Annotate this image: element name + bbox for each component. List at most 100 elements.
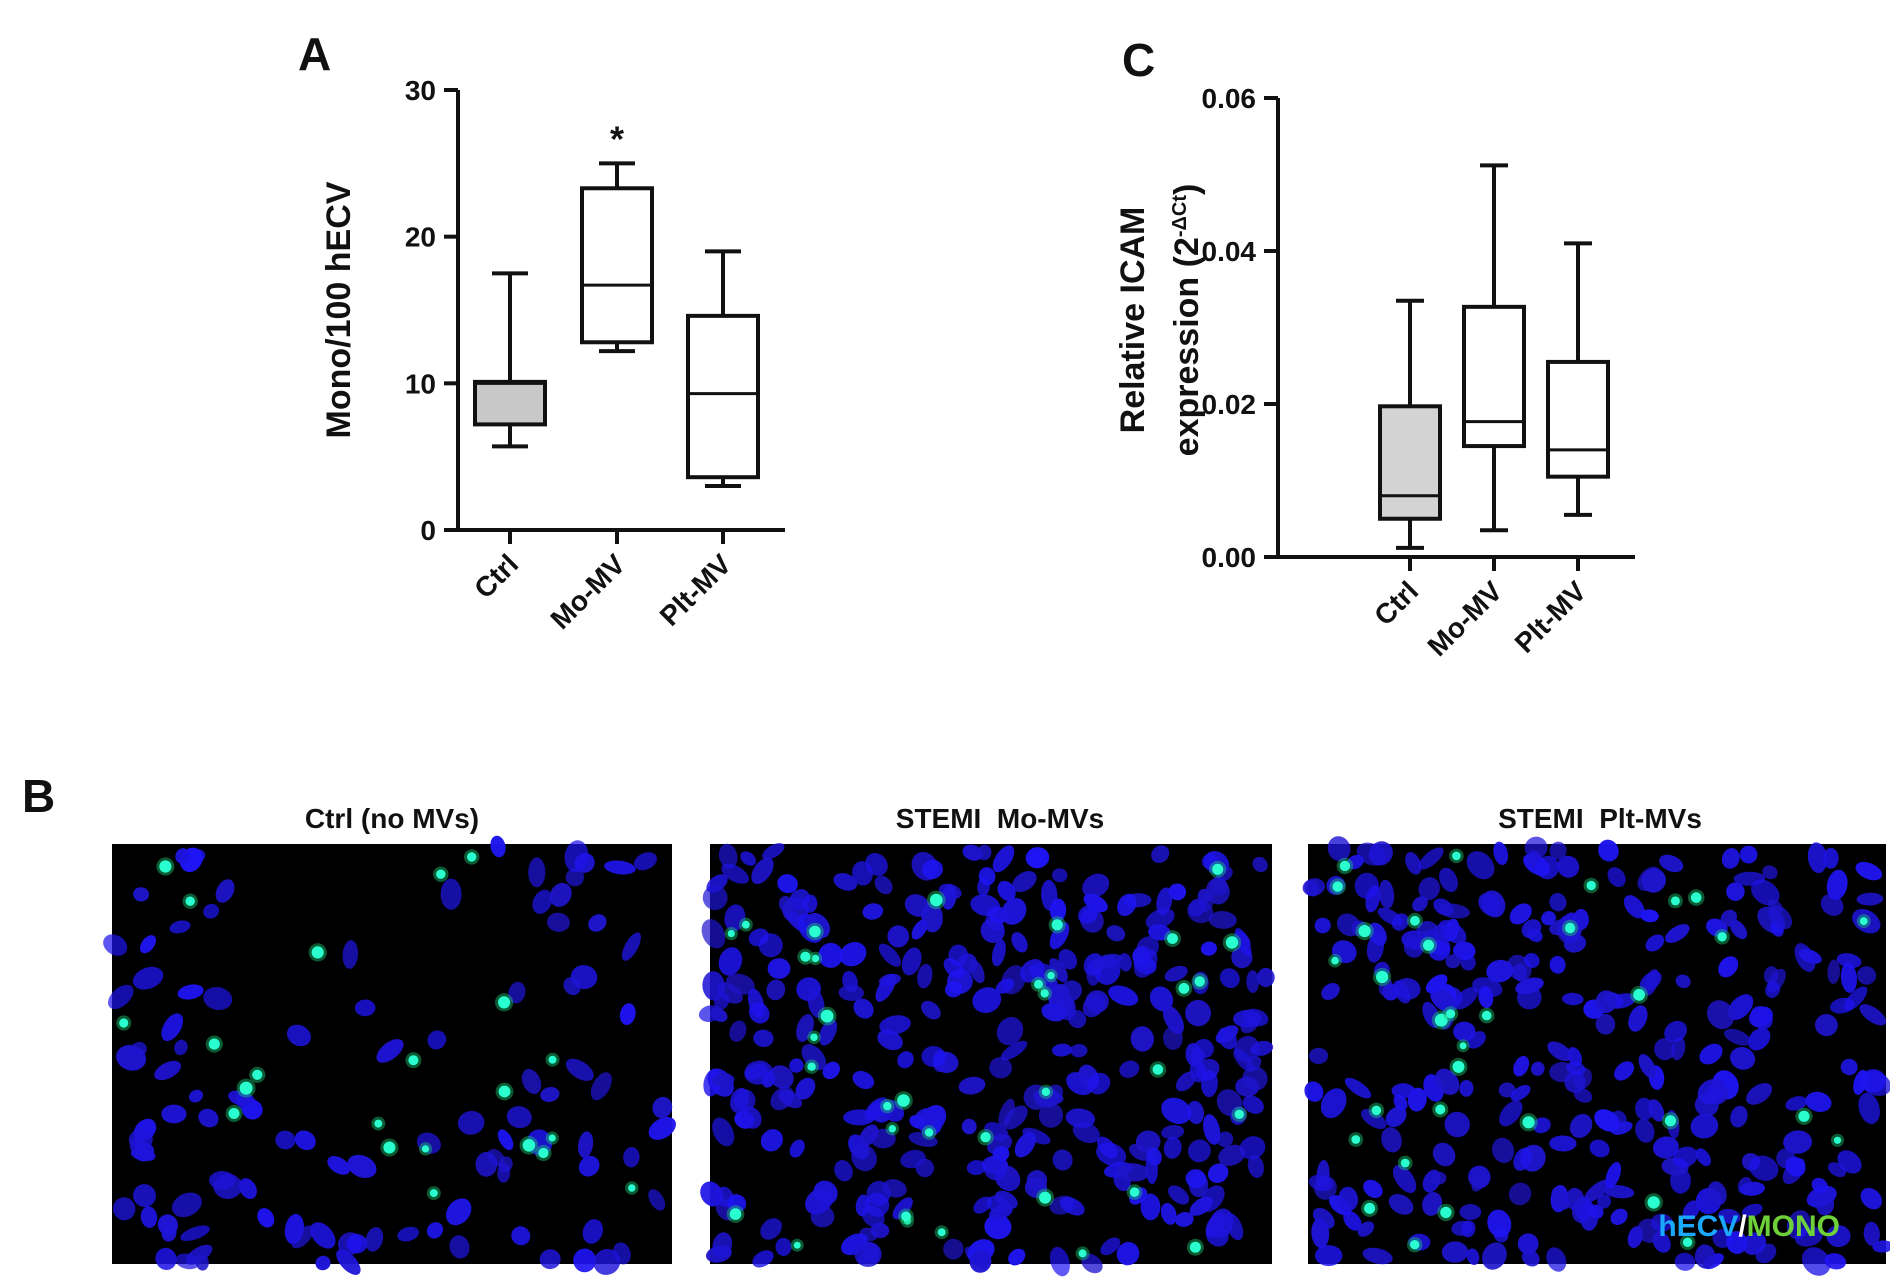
nucleus <box>875 973 896 1002</box>
nucleus <box>346 1233 368 1254</box>
nucleus <box>760 1218 782 1240</box>
nucleus <box>1675 974 1691 989</box>
nucleus <box>1331 940 1357 964</box>
nucleus <box>769 1065 794 1089</box>
nucleus <box>1749 1155 1779 1181</box>
monocyte <box>820 1009 834 1023</box>
monocyte <box>383 1141 396 1154</box>
monocyte <box>1522 1116 1535 1129</box>
nucleus <box>1218 1144 1246 1166</box>
nucleus <box>238 1178 257 1199</box>
box-iqr <box>1378 404 1442 521</box>
nucleus <box>714 992 730 1010</box>
nucleus <box>915 1158 935 1178</box>
y-axis-title-base: expression (2 <box>1168 237 1206 456</box>
nucleus <box>901 947 922 976</box>
nucleus <box>805 1188 833 1215</box>
nucleus <box>1116 1242 1140 1266</box>
nucleus <box>1594 1109 1621 1132</box>
nucleus <box>1654 1038 1676 1061</box>
nucleus <box>911 919 928 940</box>
nucleus <box>619 1003 636 1025</box>
nucleus <box>878 943 901 967</box>
nucleus <box>1765 981 1781 998</box>
nucleus <box>1117 893 1137 917</box>
nucleus <box>1162 1005 1184 1035</box>
nucleus <box>879 1015 911 1035</box>
nucleus <box>1763 966 1779 985</box>
nucleus <box>995 978 1015 994</box>
nucleus <box>1209 1208 1234 1238</box>
monocyte <box>1435 1104 1446 1115</box>
nucleus <box>1008 1248 1026 1266</box>
nucleus <box>762 843 785 860</box>
nucleus <box>1541 911 1556 926</box>
nucleus <box>839 942 867 967</box>
monocyte <box>421 1145 430 1153</box>
monocyte <box>810 1033 818 1042</box>
nucleus <box>1524 953 1540 968</box>
nucleus <box>1727 994 1754 1020</box>
nucleus <box>171 1192 202 1218</box>
nucleus <box>1508 1182 1532 1206</box>
nucleus <box>1321 983 1340 1000</box>
nucleus <box>1140 1193 1161 1221</box>
nucleus <box>310 1222 336 1249</box>
nucleus <box>1551 1187 1570 1210</box>
legend-mono: MONO <box>1747 1210 1840 1243</box>
nucleus <box>449 1235 470 1259</box>
monocyte <box>1859 917 1868 925</box>
category-label: Plt-MV <box>1509 575 1593 659</box>
nucleus <box>1011 932 1028 953</box>
nucleus <box>1487 1209 1512 1238</box>
nucleus <box>112 1197 136 1221</box>
nucleus <box>1453 1021 1476 1042</box>
nucleus <box>1855 861 1883 881</box>
nucleus <box>1566 1061 1586 1076</box>
y-tick-label: 0.02 <box>1202 389 1257 420</box>
nucleus <box>108 984 134 1010</box>
nucleus <box>966 1160 986 1176</box>
monocyte <box>538 1147 549 1159</box>
nucleus <box>1049 958 1068 983</box>
nucleus <box>729 1020 747 1042</box>
nucleus <box>365 1226 384 1252</box>
nucleus <box>457 1110 485 1135</box>
nucleus <box>1252 856 1268 873</box>
nucleus <box>376 1039 404 1063</box>
nucleus <box>549 882 572 907</box>
nucleus <box>532 889 553 914</box>
nucleus <box>1234 927 1252 957</box>
nucleus <box>1597 1194 1612 1209</box>
monocyte <box>1358 925 1371 938</box>
nucleus <box>1250 1040 1274 1056</box>
nucleus <box>921 1000 941 1020</box>
nucleus <box>1755 1243 1777 1264</box>
nucleus <box>1726 882 1745 901</box>
monocyte <box>228 1108 240 1119</box>
nucleus <box>397 1226 420 1242</box>
nucleus <box>1168 1185 1190 1205</box>
monocyte <box>498 1085 511 1098</box>
monocyte <box>1371 1105 1382 1116</box>
nucleus <box>161 1104 187 1124</box>
monocyte <box>1459 1042 1467 1050</box>
monocyte <box>1194 976 1205 987</box>
monocyte <box>883 1101 892 1111</box>
nucleus <box>724 904 746 932</box>
nucleus <box>1767 899 1783 914</box>
monocyte <box>1129 1187 1140 1197</box>
nucleus <box>1100 1237 1121 1256</box>
nucleus <box>1466 851 1495 880</box>
nucleus <box>1242 1095 1264 1114</box>
nucleus <box>1860 1187 1883 1210</box>
nucleus <box>652 1096 673 1119</box>
nucleus <box>1049 921 1070 950</box>
nucleus <box>203 986 233 1011</box>
nucleus <box>917 963 933 989</box>
nucleus <box>180 1225 210 1242</box>
nucleus <box>563 977 581 996</box>
y-tick-label: 0.04 <box>1202 236 1257 267</box>
box-ctrl <box>473 271 547 449</box>
